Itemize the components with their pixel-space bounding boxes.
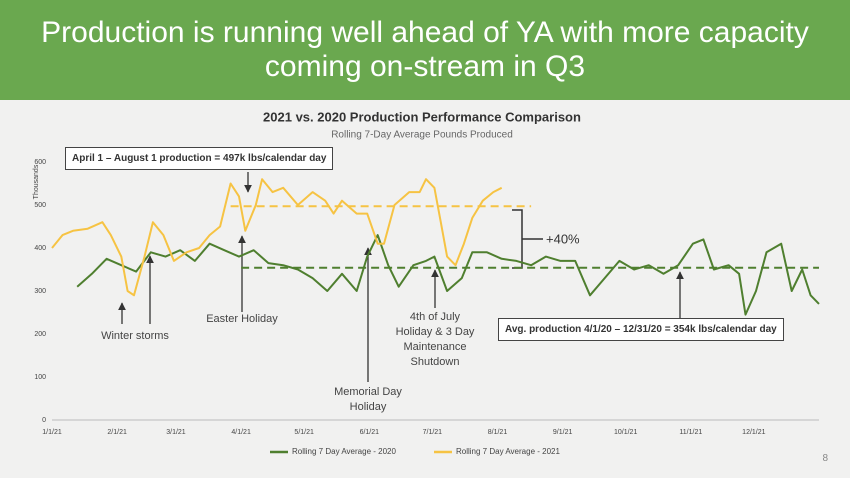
x-tick-label: 12/1/21 [742, 429, 765, 436]
x-tick-label: 8/1/21 [488, 429, 508, 436]
annotation-box: Avg. production 4/1/20 – 12/31/20 = 354k… [498, 318, 784, 341]
y-tick-label: 400 [34, 245, 46, 252]
change-label: +40% [546, 231, 580, 246]
page-number: 8 [822, 453, 828, 464]
y-tick-label: 300 [34, 288, 46, 295]
bracket [512, 209, 543, 269]
x-tick-label: 6/1/21 [360, 429, 380, 436]
series-line [51, 178, 503, 297]
x-tick-label: 3/1/21 [166, 429, 186, 436]
arrows [118, 172, 684, 382]
annotation: 4th of July Holiday & 3 Day Maintenance … [395, 311, 475, 368]
y-tick-label: 600 [34, 159, 46, 166]
x-tick-label: 2/1/21 [107, 429, 127, 436]
chart-title: 2021 vs. 2020 Production Performance Com… [263, 109, 581, 124]
legend-label: Rolling 7 Day Average - 2021 [456, 447, 560, 456]
x-tick-label: 9/1/21 [553, 429, 573, 436]
x-tick-label: 4/1/21 [231, 429, 251, 436]
series-line [76, 234, 820, 316]
x-tick-label: 5/1/21 [294, 429, 314, 436]
annotation: Winter storms [101, 330, 169, 342]
x-tick-label: 1/1/21 [42, 429, 62, 436]
chart-subtitle: Rolling 7-Day Average Pounds Produced [331, 130, 513, 141]
annotation: Easter Holiday [206, 313, 278, 325]
x-tick-label: 10/1/21 [614, 429, 637, 436]
x-tick-label: 7/1/21 [423, 429, 443, 436]
y-tick-label: 0 [42, 417, 46, 424]
annotation-box: April 1 – August 1 production = 497k lbs… [65, 147, 334, 170]
legend-label: Rolling 7 Day Average - 2020 [292, 447, 396, 456]
x-tick-label: 11/1/21 [679, 429, 702, 436]
slide-title: Production is running well ahead of YA w… [0, 0, 850, 100]
y-axis-label: Thousands [33, 164, 40, 199]
annotation: Memorial Day Holiday [334, 386, 402, 413]
y-tick-label: 200 [34, 331, 46, 338]
y-tick-label: 100 [34, 374, 46, 381]
y-tick-label: 500 [34, 202, 46, 209]
